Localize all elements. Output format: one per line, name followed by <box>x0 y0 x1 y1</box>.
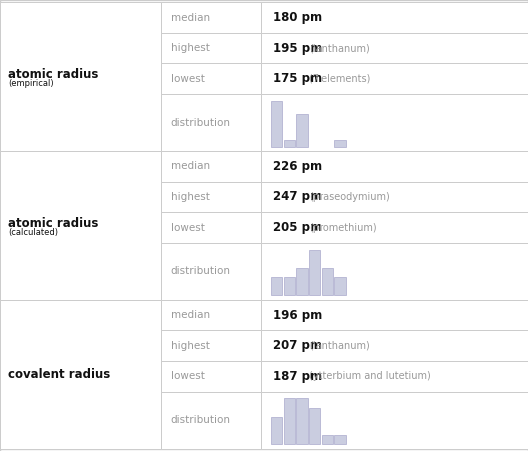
Text: highest: highest <box>171 341 210 351</box>
Bar <box>0 300 161 449</box>
Bar <box>161 300 261 331</box>
Text: (empirical): (empirical) <box>8 79 53 88</box>
Text: 195 pm: 195 pm <box>273 41 322 55</box>
Bar <box>322 435 333 444</box>
Bar <box>161 361 261 391</box>
Text: (7 elements): (7 elements) <box>309 74 371 84</box>
Text: 207 pm: 207 pm <box>273 339 322 352</box>
Text: 205 pm: 205 pm <box>273 221 322 234</box>
Text: (promethium): (promethium) <box>309 222 377 233</box>
Bar <box>296 398 308 444</box>
Text: (lanthanum): (lanthanum) <box>309 43 370 53</box>
Text: 175 pm: 175 pm <box>273 72 322 85</box>
Bar <box>271 101 282 147</box>
Bar <box>334 140 346 147</box>
Text: lowest: lowest <box>171 74 204 84</box>
Bar <box>261 94 528 151</box>
Bar <box>0 2 161 151</box>
Bar <box>261 33 528 64</box>
Text: highest: highest <box>171 43 210 53</box>
Bar <box>271 417 282 444</box>
Bar <box>161 212 261 243</box>
Bar <box>261 182 528 212</box>
Text: atomic radius: atomic radius <box>8 68 98 81</box>
Bar <box>161 94 261 151</box>
Text: (ytterbium and lutetium): (ytterbium and lutetium) <box>309 371 431 382</box>
Bar <box>261 331 528 361</box>
Bar <box>161 2 261 33</box>
Bar <box>309 408 320 444</box>
Bar <box>161 64 261 94</box>
Bar <box>271 277 282 295</box>
Bar <box>334 435 346 444</box>
Text: (calculated): (calculated) <box>8 228 58 237</box>
Text: highest: highest <box>171 192 210 202</box>
Bar <box>261 212 528 243</box>
Bar <box>284 140 295 147</box>
Bar <box>296 268 308 295</box>
Text: covalent radius: covalent radius <box>8 368 110 381</box>
Text: 180 pm: 180 pm <box>273 11 322 24</box>
Text: 226 pm: 226 pm <box>273 160 322 173</box>
Text: (lanthanum): (lanthanum) <box>309 341 370 351</box>
Bar <box>284 398 295 444</box>
Bar <box>161 243 261 300</box>
Text: atomic radius: atomic radius <box>8 217 98 230</box>
Text: lowest: lowest <box>171 371 204 382</box>
Bar <box>261 151 528 182</box>
Bar <box>161 151 261 182</box>
Text: 196 pm: 196 pm <box>273 308 322 322</box>
Bar <box>261 361 528 391</box>
Text: distribution: distribution <box>171 415 231 425</box>
Bar <box>309 249 320 295</box>
Text: distribution: distribution <box>171 118 231 128</box>
Text: median: median <box>171 310 210 320</box>
Bar <box>161 33 261 64</box>
Bar <box>334 277 346 295</box>
Text: median: median <box>171 161 210 171</box>
Bar <box>0 151 161 300</box>
Bar <box>261 64 528 94</box>
Text: lowest: lowest <box>171 222 204 233</box>
Text: median: median <box>171 13 210 23</box>
Text: 187 pm: 187 pm <box>273 370 322 383</box>
Bar <box>161 182 261 212</box>
Bar <box>161 331 261 361</box>
Text: (praseodymium): (praseodymium) <box>309 192 390 202</box>
Bar <box>261 300 528 331</box>
Bar <box>261 243 528 300</box>
Bar <box>296 114 308 147</box>
Bar <box>161 391 261 449</box>
Bar <box>261 391 528 449</box>
Bar <box>322 268 333 295</box>
Text: 247 pm: 247 pm <box>273 190 322 203</box>
Text: distribution: distribution <box>171 267 231 276</box>
Bar <box>284 277 295 295</box>
Bar <box>261 2 528 33</box>
